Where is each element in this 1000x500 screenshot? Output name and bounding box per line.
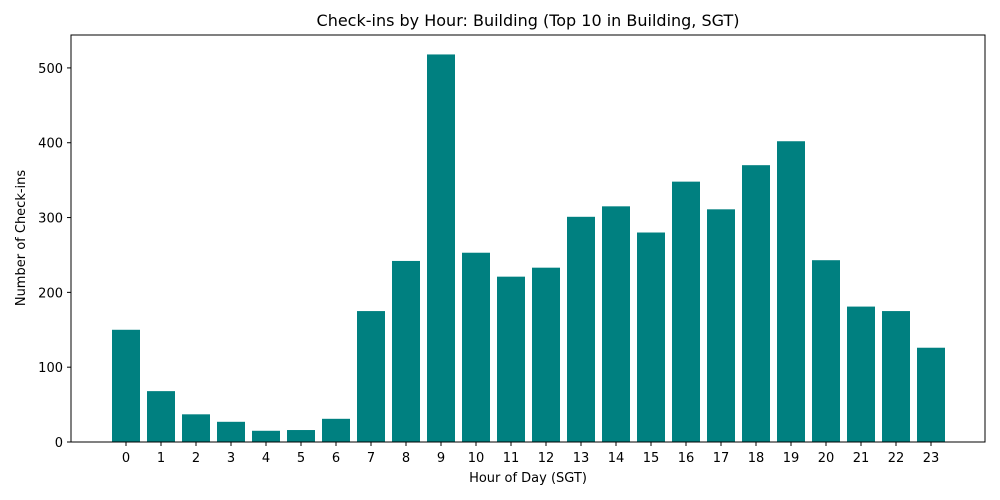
x-tick-label: 17	[713, 451, 730, 466]
x-tick-label: 4	[262, 451, 270, 466]
x-tick-label: 19	[783, 451, 800, 466]
bar-hour-22	[882, 311, 910, 442]
plot-frame	[70, 34, 986, 443]
bar-hour-17	[707, 209, 735, 442]
x-tick-label: 9	[437, 451, 445, 466]
bars-group	[112, 54, 945, 443]
bar-hour-7	[357, 311, 385, 442]
bar-hour-15	[637, 232, 665, 442]
bar-hour-8	[392, 260, 420, 442]
bar-hour-21	[847, 306, 875, 442]
bar-hour-1	[147, 391, 175, 443]
bar-hour-3	[217, 421, 245, 442]
x-tick-label: 10	[468, 451, 485, 466]
y-tick-label: 0	[55, 436, 63, 451]
x-tick-label: 20	[818, 451, 835, 466]
bar-hour-19	[777, 141, 805, 443]
x-tick-label: 6	[332, 451, 340, 466]
y-tick-label: 100	[38, 361, 63, 376]
x-tick-label: 16	[678, 451, 695, 466]
x-tick-label: 18	[748, 451, 765, 466]
x-tick-label: 22	[888, 451, 905, 466]
bar-hour-2	[182, 414, 210, 442]
x-tick-label: 3	[227, 451, 235, 466]
bar-hour-9	[427, 54, 455, 442]
bar-hour-5	[287, 430, 315, 442]
bar-hour-16	[672, 181, 700, 442]
x-tick-label: 7	[367, 451, 375, 466]
y-tick-label: 200	[38, 286, 63, 301]
y-tick-label: 300	[38, 212, 63, 227]
x-tick-label: 5	[297, 451, 305, 466]
x-axis: 0 1 2 3 4 5 6 7 8 9 10 11 12 13 14 15 16 17 18 19 20 21 22 23	[122, 442, 939, 466]
y-tick-label: 400	[38, 137, 63, 152]
bar-hour-6	[322, 418, 350, 442]
x-tick-label: 15	[643, 451, 660, 466]
bar-hour-11	[497, 276, 525, 442]
bar-hour-0	[112, 329, 140, 442]
x-tick-label: 21	[853, 451, 870, 466]
bar-hour-14	[602, 206, 630, 442]
x-tick-label: 14	[608, 451, 625, 466]
x-tick-label: 13	[573, 451, 590, 466]
x-axis-title: Hour of Day (SGT)	[469, 471, 587, 486]
x-tick-label: 2	[192, 451, 200, 466]
bar-hour-20	[812, 260, 840, 442]
y-axis: 0 100 200 300 400 500	[38, 62, 71, 451]
y-tick-label: 500	[38, 62, 63, 77]
bar-hour-12	[532, 267, 560, 442]
bar-hour-10	[462, 252, 490, 442]
bar-hour-23	[917, 347, 945, 442]
y-axis-title: Number of Check-ins	[14, 170, 29, 307]
x-tick-label: 0	[122, 451, 130, 466]
x-tick-label: 12	[538, 451, 555, 466]
x-tick-label: 23	[923, 451, 940, 466]
bar-hour-4	[252, 430, 280, 442]
bar-hour-18	[742, 165, 770, 442]
chart-title: Check-ins by Hour: Building (Top 10 in B…	[317, 11, 740, 30]
bar-hour-13	[567, 216, 595, 442]
x-tick-label: 8	[402, 451, 410, 466]
x-tick-label: 1	[157, 451, 165, 466]
x-tick-label: 11	[503, 451, 520, 466]
